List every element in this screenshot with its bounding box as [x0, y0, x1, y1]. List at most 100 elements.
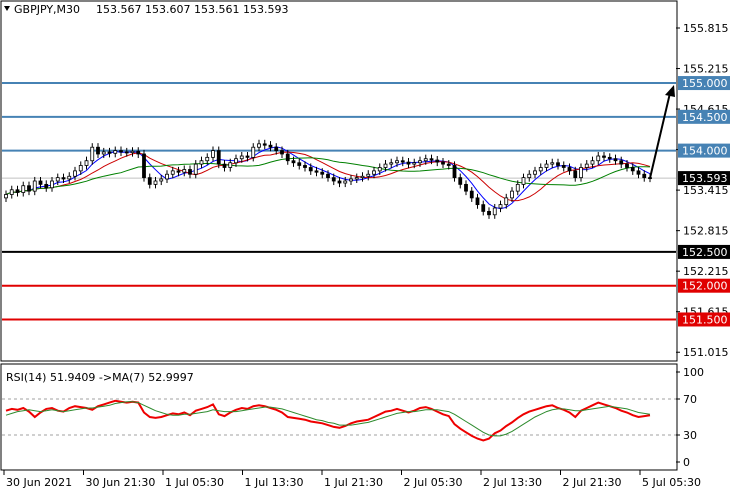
candle — [326, 170, 330, 182]
candle — [400, 156, 405, 167]
price-tick-label: 151.015 — [683, 346, 729, 359]
candle — [544, 160, 549, 172]
level-label: 151.500 — [682, 313, 728, 326]
time-tick-label: 30 Jun 21:30 — [86, 476, 156, 489]
candle — [349, 174, 353, 186]
candle — [441, 158, 445, 169]
rsi-tick-label: 0 — [683, 456, 690, 469]
candle — [607, 153, 612, 163]
level-label-box — [678, 312, 730, 327]
rsi-line — [5, 399, 651, 442]
rsi-ma-line — [5, 401, 651, 437]
candle — [303, 161, 307, 172]
candle — [446, 160, 451, 170]
price-tick-label: 152.815 — [683, 225, 729, 238]
candle — [636, 166, 641, 179]
price-tick-label: 155.815 — [683, 22, 729, 35]
candle — [274, 143, 279, 155]
rsi-tick-label: 100 — [683, 366, 704, 379]
candle — [452, 161, 457, 182]
rsi-tick-label: 30 — [683, 429, 697, 442]
time-tick-label: 1 Jul 13:30 — [245, 476, 304, 489]
candle — [383, 160, 388, 172]
level-label: 154.500 — [682, 111, 728, 124]
level-labels: 155.000 154.500 154.000 152.500 152.000 151.5… — [678, 76, 730, 327]
candle — [533, 166, 537, 179]
candle — [124, 147, 129, 157]
candle — [630, 163, 635, 175]
candle — [395, 156, 399, 167]
price-tick-label: 155.215 — [683, 63, 729, 76]
ma-mid-line — [5, 151, 651, 202]
price-axis: 155.815155.215154.615154.015153.415152.8… — [676, 22, 729, 359]
level-label: 152.500 — [682, 246, 728, 259]
candle — [538, 163, 543, 175]
level-label-box — [678, 278, 730, 293]
candle — [245, 151, 250, 162]
candle — [360, 172, 365, 182]
candle — [354, 173, 359, 184]
candle — [642, 170, 647, 182]
candle — [291, 156, 296, 167]
time-tick-label: 5 Jul 05:30 — [642, 476, 701, 489]
candle — [239, 151, 244, 163]
level-label: 152.000 — [682, 280, 728, 293]
candle — [492, 203, 497, 219]
candle — [320, 168, 325, 179]
candle — [211, 146, 215, 162]
candle — [510, 187, 514, 202]
level-label-box — [678, 143, 730, 158]
candle — [136, 147, 141, 159]
candle — [176, 166, 181, 177]
candle — [285, 149, 290, 165]
candle — [602, 151, 606, 162]
candle — [50, 176, 54, 192]
time-tick-label: 1 Jul 21:30 — [324, 476, 383, 489]
candle — [170, 166, 175, 179]
level-label-box — [678, 244, 730, 259]
candle — [579, 163, 583, 182]
candle — [487, 207, 491, 219]
candle — [130, 147, 135, 157]
candle — [113, 146, 118, 158]
candle — [228, 158, 233, 172]
candle — [423, 154, 428, 165]
candle — [389, 158, 394, 169]
symbol-header: GBPJPY,M30 — [14, 3, 80, 16]
candle — [96, 143, 100, 159]
candle — [4, 190, 8, 202]
candle — [481, 200, 486, 216]
candle — [38, 176, 43, 189]
candle — [337, 176, 342, 188]
candle — [567, 163, 572, 175]
candle — [107, 147, 112, 158]
candle — [182, 165, 187, 177]
candle — [331, 173, 336, 186]
candle — [55, 173, 60, 186]
time-tick-label: 2 Jul 21:30 — [563, 476, 622, 489]
candle — [268, 141, 273, 152]
candle — [234, 154, 238, 167]
candle — [32, 176, 37, 196]
current-price-label: 153.593 — [682, 172, 728, 185]
dropdown-triangle-icon[interactable] — [4, 6, 10, 11]
level-label-box — [678, 109, 730, 124]
candle — [159, 174, 164, 186]
candle — [366, 170, 371, 181]
candle — [257, 139, 261, 152]
candle — [377, 163, 382, 175]
candle — [142, 149, 146, 182]
candle — [412, 158, 417, 169]
candle — [561, 161, 566, 172]
level-label-box — [678, 76, 730, 91]
candle — [464, 180, 468, 196]
candle — [406, 158, 411, 169]
candle — [527, 170, 532, 182]
candle — [458, 173, 463, 189]
candles — [4, 139, 652, 219]
candle — [188, 165, 192, 179]
candle — [119, 146, 123, 157]
candle — [147, 173, 152, 189]
candle — [372, 166, 376, 179]
candle — [251, 143, 256, 162]
